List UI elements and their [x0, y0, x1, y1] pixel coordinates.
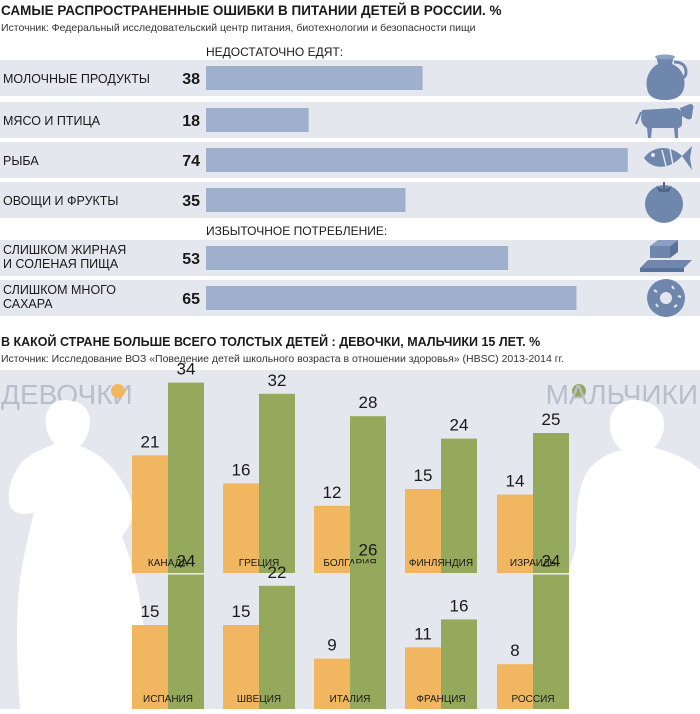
chart2-source: Источник: Исследование ВОЗ «Поведение де… [1, 353, 564, 365]
legend-boys-swatch [572, 384, 586, 398]
girls-value-label: 21 [141, 432, 160, 451]
boys-value-label: 28 [359, 393, 378, 412]
butter-icon [640, 240, 692, 272]
boys-bar [533, 433, 569, 573]
boys-value-label: 32 [268, 371, 287, 390]
girls-bar [132, 625, 168, 709]
chart1-source: Источник: Федеральный исследовательский … [1, 22, 476, 34]
row-background [0, 102, 700, 138]
category-label: СЛИШКОМ МНОГО САХАРА [3, 283, 116, 311]
girls-bar [314, 658, 350, 709]
girls-value-label: 16 [232, 460, 251, 479]
girls-bar [497, 494, 533, 573]
food-bar [206, 188, 406, 212]
boys-value-label: 16 [450, 596, 469, 615]
boys-bar [259, 393, 295, 573]
country-label: ШВЕЦИЯ [237, 694, 281, 705]
food-bar [206, 286, 577, 310]
category-label: МЯСО И ПТИЦА [3, 114, 101, 128]
country-label: КАНАДА [148, 558, 188, 569]
girls-value-label: 12 [323, 483, 342, 502]
boys-bar [350, 416, 386, 573]
food-icons [635, 54, 694, 317]
girls-bar [132, 455, 168, 573]
section-label-under: НЕДОСТАТОЧНО ЕДЯТ: [206, 45, 343, 59]
boys-bar [533, 574, 569, 709]
country-label: ФИНЛЯНДИЯ [409, 558, 473, 569]
girls-value-label: 15 [232, 602, 251, 621]
food-value-label: 53 [182, 251, 200, 268]
boys-value-label: 34 [177, 360, 196, 379]
fish-icon [644, 146, 692, 170]
food-value-label: 18 [182, 113, 200, 130]
girls-bar [223, 625, 259, 709]
legend-girls-swatch [111, 384, 125, 398]
girls-value-label: 8 [510, 641, 519, 660]
girls-value-label: 9 [327, 636, 336, 655]
girls-bar [405, 647, 441, 709]
girls-bar [405, 489, 441, 573]
category-label: МОЛОЧНЫЕ ПРОДУКТЫ [3, 72, 150, 86]
food-value-label: 65 [182, 291, 200, 308]
milk-jug-icon [646, 54, 688, 100]
girls-value-label: 14 [506, 472, 525, 491]
food-value-label: 35 [182, 193, 200, 210]
food-bar [206, 246, 509, 270]
food-bar [206, 148, 628, 172]
boys-value-label: 25 [542, 410, 561, 429]
food-chart: МОЛОЧНЫЕ ПРОДУКТЫ 38 МЯСО И ПТИЦА 18 РЫБА 74 О… [0, 60, 700, 316]
boys-value-label: 24 [450, 416, 469, 435]
boys-value-label: 24 [542, 552, 561, 571]
boys-bar [441, 619, 477, 709]
country-chart: 2134КАНАДА1632ГРЕЦИЯ1228БОЛГАРИЯ1524ФИНЛ… [132, 360, 569, 709]
country-label: РОССИЯ [511, 694, 554, 705]
section-label-over: ИЗБЫТОЧНОЕ ПОТРЕБЛЕНИЕ: [206, 224, 387, 238]
category-label: СЛИШКОМ ЖИРНАЯ И СОЛЕНАЯ ПИЩА [3, 243, 126, 271]
chart1-title: САМЫЕ РАСПРОСТРАНЕННЫЕ ОШИБКИ В ПИТАНИИ … [1, 3, 502, 18]
boys-value-label: 22 [268, 563, 287, 582]
girls-value-label: 11 [414, 624, 432, 643]
girls-value-label: 15 [414, 466, 433, 485]
boys-bar [441, 438, 477, 573]
country-label: ФРАНЦИЯ [416, 694, 465, 705]
boys-bar [168, 382, 204, 573]
boy-silhouette [563, 400, 700, 709]
food-value-label: 38 [182, 71, 200, 88]
girl-silhouette [8, 400, 149, 709]
girls-value-label: 15 [141, 602, 160, 621]
country-label: ГРЕЦИЯ [239, 558, 280, 569]
girls-bar [223, 483, 259, 573]
boys-value-label: 26 [359, 540, 378, 559]
country-label: ИСПАНИЯ [143, 694, 193, 705]
boys-bar [350, 563, 386, 709]
boys-value-label: 24 [177, 552, 196, 571]
girls-bar [314, 505, 350, 573]
food-value-label: 74 [182, 153, 200, 170]
country-label: ИЗРАИЛЬ [510, 558, 557, 569]
category-label: РЫБА [3, 154, 39, 168]
country-label: ИТАЛИЯ [330, 694, 371, 705]
boys-bar [259, 585, 295, 709]
category-label: ОВОЩИ И ФРУКТЫ [3, 194, 119, 208]
food-bar [206, 108, 309, 132]
food-bar [206, 66, 423, 90]
cow-icon [635, 104, 694, 138]
girls-bar [497, 664, 533, 709]
donut-icon [647, 279, 685, 317]
boys-bar [168, 574, 204, 709]
tomato-icon [645, 182, 683, 223]
chart2-title: В КАКОЙ СТРАНЕ БОЛЬШЕ ВСЕГО ТОЛСТЫХ ДЕТЕ… [1, 334, 540, 349]
